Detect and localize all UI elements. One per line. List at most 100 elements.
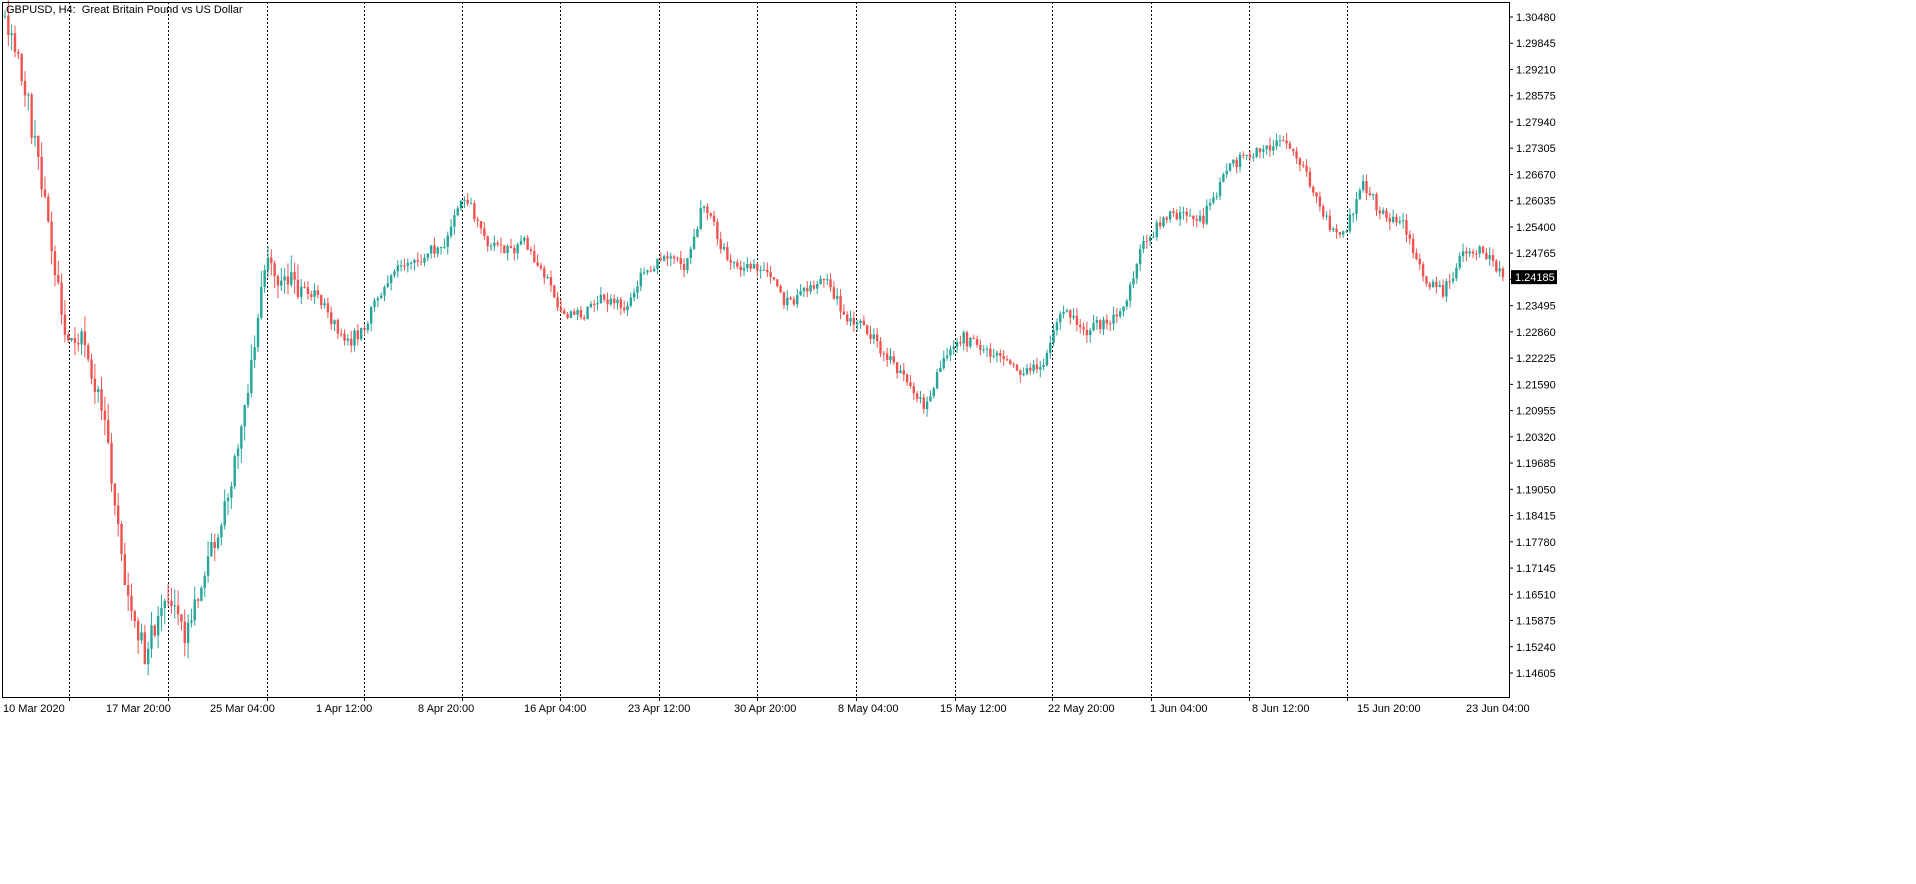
bullish-candle-body	[453, 215, 456, 227]
bearish-candle-body	[1175, 212, 1178, 220]
bearish-candle-body	[869, 333, 872, 339]
bullish-candle-body	[629, 297, 633, 306]
bearish-candle-body	[133, 611, 137, 622]
y-tick-label: 1.24765	[1516, 248, 1556, 260]
bearish-candle-body	[1305, 165, 1308, 172]
bullish-candle-body	[230, 486, 233, 498]
bearish-candle-body	[356, 330, 360, 340]
bullish-candle-body	[1225, 170, 1228, 175]
bullish-candle-body	[426, 253, 429, 258]
bullish-candle-body	[589, 303, 593, 307]
bearish-candle-body	[706, 206, 709, 214]
bullish-candle-body	[173, 605, 176, 607]
x-tick-label: 1 Apr 12:00	[316, 703, 372, 715]
bullish-candle-body	[146, 648, 150, 665]
y-tick-label: 1.20955	[1516, 406, 1556, 418]
bearish-candle-body	[67, 334, 70, 341]
bullish-candle-body	[759, 269, 762, 271]
bearish-candle-body	[466, 199, 469, 204]
bearish-candle-body	[612, 298, 616, 304]
bullish-candle-body	[699, 208, 702, 230]
bullish-candle-body	[456, 208, 459, 216]
bearish-candle-body	[7, 15, 10, 35]
bullish-candle-body	[732, 262, 736, 264]
y-tick-label: 1.28575	[1516, 91, 1556, 103]
bearish-candle-body	[87, 345, 90, 360]
bearish-candle-body	[1428, 283, 1431, 288]
bearish-candle-body	[30, 94, 33, 138]
bullish-candle-body	[626, 305, 629, 311]
bearish-candle-body	[1192, 215, 1195, 220]
bearish-candle-body	[822, 278, 826, 281]
bearish-candle-body	[513, 247, 516, 254]
x-tick-label: 25 Mar 04:00	[210, 703, 275, 715]
bearish-candle-body	[93, 378, 97, 393]
bullish-candle-body	[945, 355, 949, 358]
bearish-candle-body	[496, 242, 499, 245]
bearish-candle-body	[1302, 165, 1305, 167]
bullish-candle-body	[1232, 159, 1235, 164]
y-tick-label: 1.15240	[1516, 642, 1556, 654]
bearish-candle-body	[1411, 238, 1415, 253]
time-axis[interactable]: 10 Mar 2020 17 Mar 20:00 25 Mar 04:00 1 Apr…	[3, 697, 1530, 715]
bullish-candle-body	[686, 258, 689, 271]
bullish-candle-body	[246, 393, 250, 406]
bearish-candle-body	[1009, 360, 1012, 364]
bearish-candle-body	[979, 344, 982, 351]
bullish-candle-body	[1461, 251, 1465, 257]
x-tick-label: 16 Apr 04:00	[524, 703, 586, 715]
bearish-candle-body	[1408, 234, 1411, 239]
bullish-candle-body	[1438, 285, 1441, 287]
bearish-candle-body	[829, 279, 832, 288]
bearish-candle-body	[330, 312, 333, 325]
bullish-candle-body	[1391, 216, 1395, 223]
bullish-candle-body	[1155, 222, 1158, 238]
bearish-candle-body	[606, 299, 609, 305]
bearish-candle-body	[100, 389, 103, 411]
bearish-candle-body	[772, 277, 776, 280]
x-tick-label: 8 Apr 20:00	[418, 703, 474, 715]
bullish-candle-body	[1342, 231, 1345, 235]
bullish-candle-body	[1032, 364, 1035, 371]
bearish-candle-body	[1385, 210, 1388, 219]
bearish-candle-body	[782, 292, 786, 306]
bullish-candle-body	[280, 280, 283, 286]
bearish-candle-body	[1012, 363, 1015, 365]
bullish-candle-body	[599, 294, 603, 304]
bearish-candle-body	[40, 156, 43, 190]
bullish-candle-body	[300, 286, 303, 297]
y-tick-label: 1.20320	[1516, 432, 1556, 444]
y-tick-label: 1.17145	[1516, 563, 1556, 575]
bullish-candle-body	[359, 327, 363, 340]
bearish-candle-body	[53, 251, 57, 276]
bearish-candle-body	[1475, 253, 1478, 255]
bullish-candle-body	[689, 248, 692, 259]
bullish-candle-body	[333, 320, 336, 325]
bearish-candle-body	[892, 356, 896, 363]
bullish-candle-body	[220, 525, 223, 538]
bullish-candle-body	[389, 275, 393, 284]
bearish-candle-body	[1481, 246, 1485, 253]
bullish-candle-body	[140, 632, 143, 641]
bearish-candle-body	[719, 239, 722, 250]
bearish-candle-body	[659, 258, 662, 261]
bearish-candle-body	[839, 295, 842, 312]
bullish-candle-body	[889, 356, 892, 360]
bullish-candle-body	[459, 200, 463, 209]
bearish-candle-body	[812, 285, 816, 289]
bullish-candle-body	[1089, 330, 1092, 336]
bearish-candle-body	[180, 614, 183, 622]
bearish-candle-body	[60, 282, 63, 315]
bearish-candle-body	[1375, 194, 1378, 211]
bullish-candle-body	[423, 257, 426, 263]
bearish-candle-body	[416, 259, 419, 262]
bearish-candle-body	[1312, 186, 1315, 193]
bearish-candle-body	[1485, 252, 1488, 260]
bearish-candle-body	[1019, 370, 1022, 376]
bullish-candle-body	[955, 342, 959, 347]
bearish-candle-body	[1015, 364, 1019, 371]
bullish-candle-body	[1208, 202, 1212, 206]
